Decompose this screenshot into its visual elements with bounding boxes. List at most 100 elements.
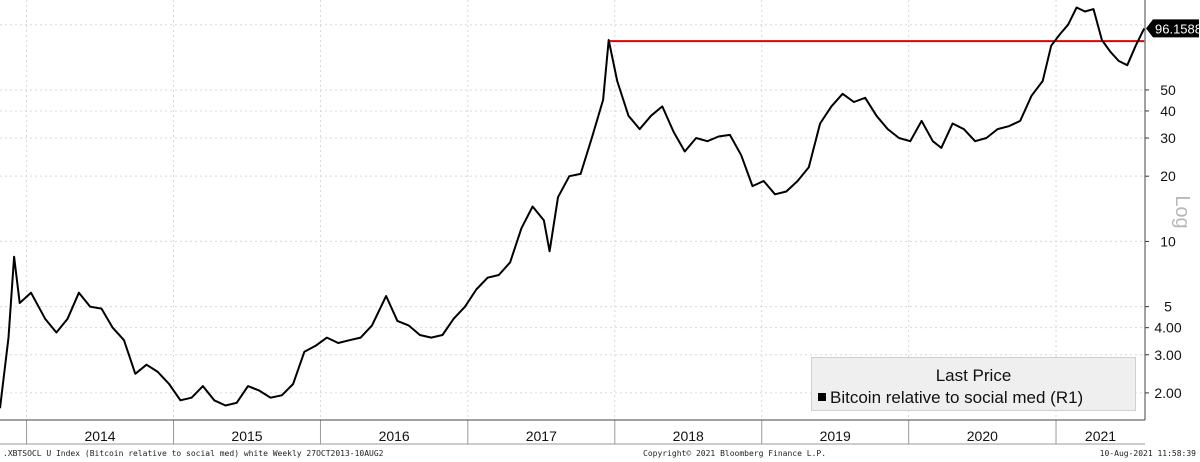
data-point (396, 320, 398, 322)
data-point (55, 332, 57, 334)
x-year-label: 2014 (84, 428, 115, 444)
footer-timestamp: 10-Aug-2021 11:58:39 (1099, 449, 1196, 458)
data-point (1067, 24, 1069, 26)
data-point (751, 185, 753, 187)
footer-copyright: Copyright© 2021 Bloomberg Finance L.P. (643, 449, 827, 458)
y-tick-label: 30 (1160, 130, 1176, 146)
y-axis-title: Log (1171, 195, 1193, 228)
data-point (337, 342, 339, 344)
data-point (797, 180, 799, 182)
data-point (44, 318, 46, 320)
last-value-label: 96.1588 (1155, 21, 1200, 36)
legend-entry: Bitcoin relative to social med (R1) (818, 388, 1083, 408)
x-year-labels: 2014 2015 2016 2017 2018 2019 2020 2021 (84, 428, 1116, 444)
data-point (650, 115, 652, 117)
data-point (580, 173, 582, 175)
data-point (1092, 8, 1094, 10)
y-tick-label: 10 (1160, 233, 1176, 249)
data-point (100, 308, 102, 310)
data-point (112, 327, 114, 329)
data-point (487, 277, 489, 279)
data-point (1030, 95, 1032, 97)
data-point (909, 140, 911, 142)
data-point (1042, 80, 1044, 82)
data-point (887, 128, 889, 130)
data-point (360, 337, 362, 339)
y-tick-labels: 2.00 3.00 4.00 5 10 20 30 40 50 (1154, 82, 1181, 401)
data-point (842, 93, 844, 95)
y-tick-label: 3.00 (1154, 347, 1181, 363)
x-year-label: 2015 (231, 428, 262, 444)
data-point (543, 219, 545, 221)
data-point (303, 351, 305, 353)
data-point (608, 39, 610, 41)
x-year-label: 2018 (673, 428, 704, 444)
data-point (89, 306, 91, 308)
data-point (520, 227, 522, 229)
data-point (740, 154, 742, 156)
data-point (464, 306, 466, 308)
y-tick-label: 50 (1160, 82, 1176, 98)
data-point (763, 180, 765, 182)
data-point (785, 190, 787, 192)
data-point (591, 137, 593, 139)
x-year-label: 2020 (967, 428, 998, 444)
data-point (202, 385, 204, 387)
data-point (661, 105, 663, 107)
data-point (695, 137, 697, 139)
footer-index-description: .XBTSOCL U Index (Bitcoin relative to so… (3, 449, 384, 458)
data-point (236, 402, 238, 404)
data-point (224, 404, 226, 406)
data-point (985, 137, 987, 139)
data-point (326, 337, 328, 339)
data-point (385, 295, 387, 297)
data-point (921, 120, 923, 122)
data-point (1050, 45, 1052, 47)
data-point (532, 205, 534, 207)
data-point (191, 397, 193, 399)
x-year-label: 2016 (379, 428, 410, 444)
data-point (134, 373, 136, 375)
data-point (1101, 39, 1103, 41)
x-year-label: 2019 (820, 428, 851, 444)
data-point (281, 394, 283, 396)
data-point (997, 128, 999, 130)
data-point (292, 383, 294, 385)
data-point (864, 97, 866, 99)
grid (0, 0, 1145, 420)
last-value-tag-background (1146, 19, 1199, 38)
data-point (247, 385, 249, 387)
data-point (13, 256, 15, 258)
data-point (7, 337, 9, 339)
data-point (315, 345, 317, 347)
legend-entry-label: Bitcoin relative to social med (R1) (830, 388, 1084, 407)
data-point (30, 292, 32, 294)
data-point (1135, 45, 1137, 47)
data-point (1059, 34, 1061, 36)
data-point (1019, 120, 1021, 122)
data-point (729, 134, 731, 136)
data-point (684, 150, 686, 152)
data-point (875, 115, 877, 117)
data-point (974, 140, 976, 142)
legend: Last Price Bitcoin relative to social me… (811, 357, 1136, 411)
x-year-label: 2017 (526, 428, 557, 444)
data-point (557, 196, 559, 198)
data-point (157, 371, 159, 373)
data-point (498, 274, 500, 276)
y-tick-label: 20 (1160, 168, 1176, 184)
data-point (1084, 11, 1086, 13)
data-point (718, 135, 720, 137)
y-tick-label: 5 (1164, 299, 1172, 315)
data-point (639, 128, 641, 130)
data-point (371, 324, 373, 326)
data-point (453, 318, 455, 320)
last-value-tag: 96.1588 (1146, 19, 1200, 38)
data-point (419, 334, 421, 336)
series-group (0, 6, 1146, 409)
data-point (258, 390, 260, 392)
data-point (1008, 125, 1010, 127)
series-line (0, 6, 1146, 409)
data-point (270, 397, 272, 399)
data-point (408, 324, 410, 326)
